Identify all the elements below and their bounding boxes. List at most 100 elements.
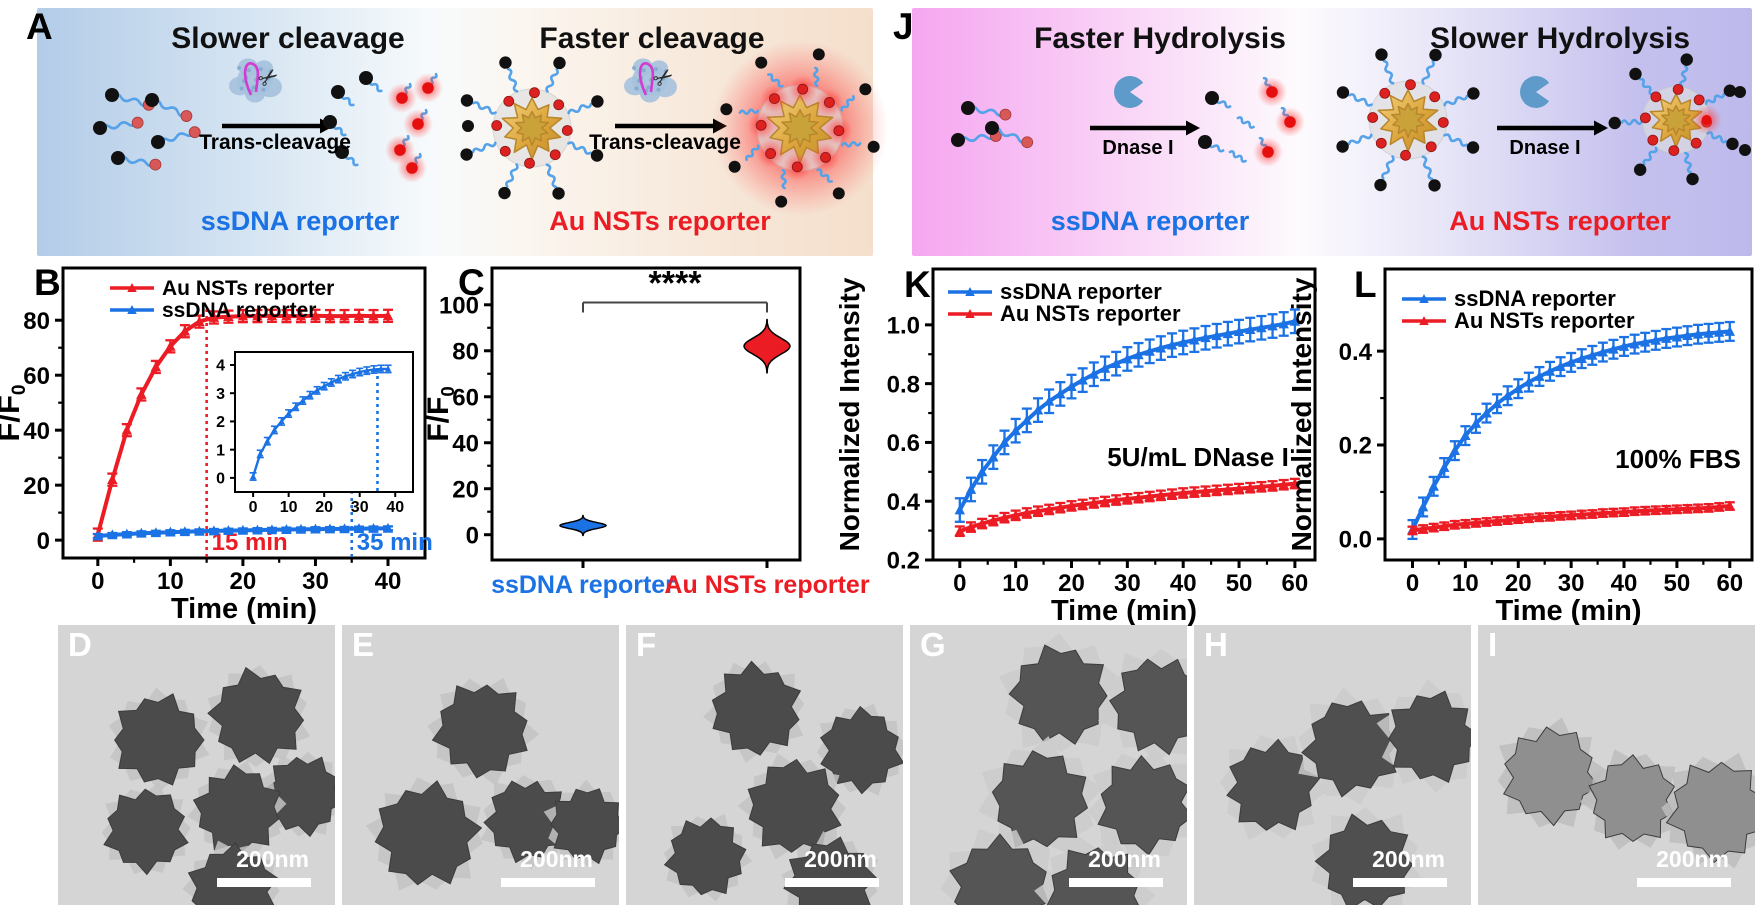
svg-text:30: 30 (1114, 570, 1141, 597)
tem-panel-g: G 200nm (910, 625, 1187, 905)
svg-text:ssDNA reporter: ssDNA reporter (491, 571, 675, 599)
svg-text:10: 10 (1002, 570, 1029, 597)
svg-text:ssDNA reporter: ssDNA reporter (162, 299, 316, 322)
svg-text:0.4: 0.4 (887, 489, 921, 516)
svg-text:30: 30 (302, 568, 329, 595)
svg-text:20: 20 (23, 473, 50, 500)
panel-j-aunst-label: Au NSTs reporter (1449, 206, 1671, 236)
svg-text:40: 40 (452, 430, 479, 457)
svg-text:0: 0 (249, 499, 258, 516)
svg-text:20: 20 (315, 499, 333, 516)
svg-text:F/F0: F/F0 (422, 386, 458, 441)
scalebar-text-i: 200nm (1656, 846, 1729, 872)
scalebar-h (1353, 878, 1447, 887)
svg-text:60: 60 (1282, 570, 1309, 597)
svg-text:Time (min): Time (min) (1051, 595, 1197, 627)
panel-a-title-left: Slower cleavage (171, 22, 405, 55)
svg-text:40: 40 (386, 499, 404, 516)
panel-label-j: J (893, 6, 914, 47)
violin-red (743, 318, 791, 374)
svg-text:60: 60 (1716, 570, 1743, 597)
svg-text:60: 60 (23, 363, 50, 390)
panel-a-title-right: Faster cleavage (539, 22, 765, 55)
panel-a-ssdna-label: ssDNA reporter (200, 206, 400, 236)
svg-text:80: 80 (452, 338, 479, 365)
panel-label-l: L (1354, 264, 1377, 305)
panel-label-a: A (26, 6, 53, 47)
scalebar-d (217, 878, 311, 887)
svg-text:0: 0 (37, 528, 50, 555)
svg-text:ssDNA reporter: ssDNA reporter (1000, 279, 1162, 304)
panel-j-arrow-label-right: Dnase I (1509, 137, 1581, 159)
tem-label-h: H (1204, 626, 1228, 663)
svg-text:40: 40 (23, 418, 50, 445)
svg-text:1.0: 1.0 (887, 312, 920, 339)
svg-text:1: 1 (216, 442, 225, 459)
tem-label-g: G (920, 626, 946, 663)
series-ssdna-reporter (954, 308, 1301, 523)
svg-text:F/F0: F/F0 (0, 384, 30, 441)
svg-text:10: 10 (1452, 570, 1479, 597)
panel-j-ssdna-label: ssDNA reporter (1050, 206, 1250, 236)
svg-text:10: 10 (280, 499, 298, 516)
svg-text:40: 40 (375, 568, 402, 595)
svg-text:0.6: 0.6 (887, 430, 920, 457)
panel-j-background (912, 8, 1752, 256)
svg-text:Time (min): Time (min) (1495, 595, 1641, 627)
svg-text:40: 40 (1611, 570, 1638, 597)
svg-text:0.8: 0.8 (887, 371, 920, 398)
svg-text:0: 0 (1406, 570, 1419, 597)
svg-text:10: 10 (157, 568, 184, 595)
svg-text:20: 20 (1505, 570, 1532, 597)
panel-label-k: K (904, 264, 931, 305)
svg-text:Au NSTs reporter: Au NSTs reporter (664, 571, 869, 599)
series-ssdna-reporter (92, 522, 394, 541)
svg-text:5U/mL DNase I: 5U/mL DNase I (1107, 442, 1289, 472)
scalebar-f (785, 878, 879, 887)
panel-a-arrow-label-right: Trans-cleavage (589, 131, 741, 154)
series-au-nsts-reporter (92, 308, 394, 542)
series-au-nsts-reporter (1407, 500, 1736, 536)
svg-text:ssDNA reporter: ssDNA reporter (1454, 286, 1616, 311)
svg-text:30: 30 (351, 499, 369, 516)
svg-text:20: 20 (1058, 570, 1085, 597)
svg-text:Au NSTs reporter: Au NSTs reporter (1454, 308, 1635, 333)
violin-blue (559, 514, 607, 537)
svg-text:Time (min): Time (min) (171, 593, 317, 625)
svg-text:0: 0 (953, 570, 966, 597)
tem-panel-i: I 200nm (1478, 625, 1755, 905)
panel-a-arrow-label-left: Trans-cleavage (199, 131, 351, 154)
svg-text:3: 3 (216, 386, 225, 403)
scalebar-text-h: 200nm (1372, 846, 1445, 872)
svg-text:40: 40 (1170, 570, 1197, 597)
svg-text:80: 80 (23, 308, 50, 335)
svg-text:60: 60 (452, 384, 479, 411)
svg-text:15 min: 15 min (212, 529, 288, 556)
svg-text:0: 0 (466, 522, 479, 549)
tem-panel-f: F 200nm (626, 625, 903, 905)
series-au-nsts-reporter (954, 477, 1301, 538)
svg-text:0: 0 (216, 471, 225, 488)
panel-label-b: B (34, 262, 61, 303)
tem-label-f: F (636, 626, 657, 663)
svg-text:20: 20 (230, 568, 257, 595)
svg-text:100% FBS: 100% FBS (1615, 444, 1741, 474)
svg-text:Au NSTs reporter: Au NSTs reporter (162, 277, 334, 300)
svg-text:20: 20 (452, 476, 479, 503)
svg-text:2: 2 (216, 414, 225, 431)
svg-text:30: 30 (1558, 570, 1585, 597)
tem-label-d: D (68, 626, 92, 663)
panel-j-title-left: Faster Hydrolysis (1034, 22, 1286, 55)
panel-j-title-right: Slower Hydrolysis (1429, 22, 1691, 55)
svg-text:0.0: 0.0 (1339, 527, 1372, 554)
svg-text:50: 50 (1226, 570, 1253, 597)
tem-label-e: E (352, 626, 375, 663)
scalebar-e (501, 878, 595, 887)
svg-text:Normalized Intensity: Normalized Intensity (1286, 277, 1317, 551)
svg-text:0.4: 0.4 (1339, 339, 1373, 366)
svg-text:35 min: 35 min (357, 529, 433, 556)
svg-text:0.2: 0.2 (1339, 433, 1372, 460)
panel-j-arrow-label-left: Dnase I (1102, 137, 1174, 159)
panel-label-c: C (458, 262, 485, 303)
